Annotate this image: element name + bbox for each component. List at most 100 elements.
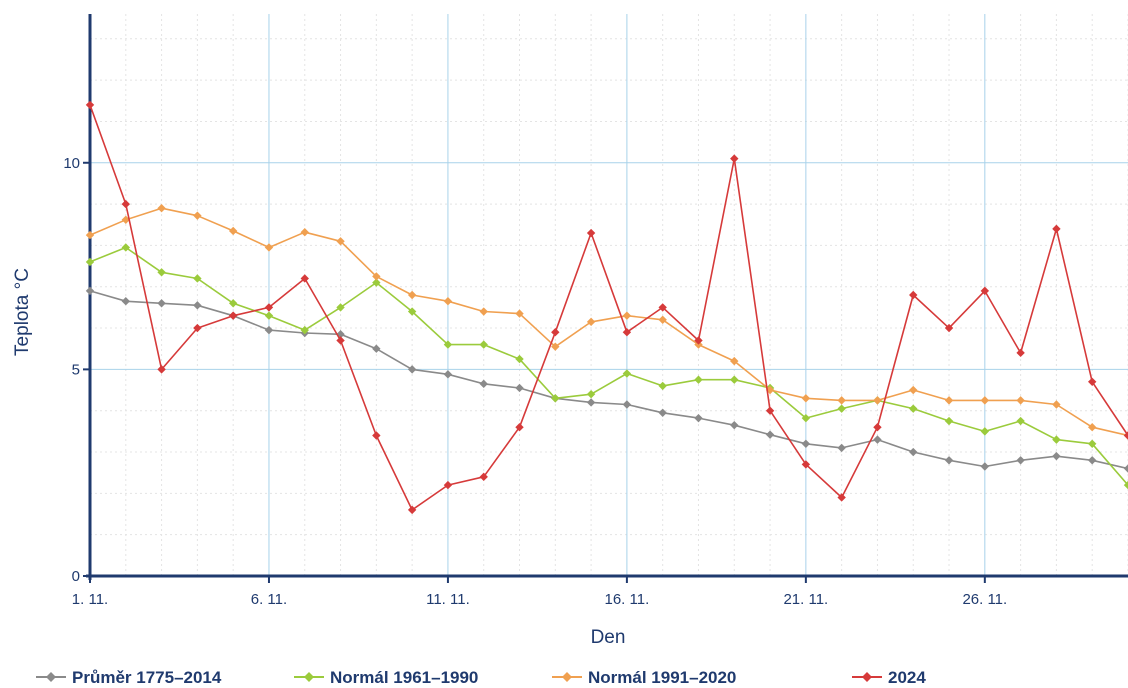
data-point xyxy=(730,356,739,366)
data-point xyxy=(479,340,488,349)
grid xyxy=(90,14,1128,576)
legend-marker xyxy=(46,672,56,682)
data-point xyxy=(85,286,95,296)
data-point xyxy=(658,303,667,312)
legend-item: Průměr 1775–2014 xyxy=(36,668,222,687)
data-point xyxy=(551,394,560,403)
data-point xyxy=(1016,348,1025,358)
data-point xyxy=(837,493,846,502)
data-point xyxy=(264,311,274,320)
data-point xyxy=(193,323,202,333)
data-point xyxy=(765,430,775,439)
data-point xyxy=(1088,423,1097,432)
data-point xyxy=(1016,456,1025,465)
data-point xyxy=(407,365,417,374)
data-point xyxy=(264,243,274,252)
data-point xyxy=(121,243,130,252)
data-point xyxy=(1016,416,1025,426)
data-point xyxy=(586,389,596,399)
data-point xyxy=(372,431,381,440)
data-point xyxy=(586,398,596,407)
data-point xyxy=(157,299,166,308)
data-point xyxy=(1123,480,1128,490)
y-tick-label: 5 xyxy=(72,361,80,378)
data-point xyxy=(980,396,990,405)
data-point xyxy=(873,423,882,432)
data-point xyxy=(1123,464,1128,473)
axes: 0 5 10 1. 11. 6. 11. 11. 11. 16. 11. 21. 11. 26.… xyxy=(63,14,1128,608)
data-point xyxy=(372,272,381,281)
data-point xyxy=(1088,377,1097,386)
data-point xyxy=(837,443,846,453)
data-point xyxy=(551,342,560,351)
series-3 xyxy=(85,204,1128,440)
data-point xyxy=(515,354,524,364)
series-line xyxy=(89,207,1128,437)
data-point xyxy=(193,301,202,310)
data-point xyxy=(479,307,488,316)
series-1 xyxy=(85,286,1128,473)
data-point xyxy=(1016,396,1025,405)
data-point xyxy=(228,311,238,320)
data-point xyxy=(694,375,703,384)
data-point xyxy=(515,383,524,393)
y-tick-label: 0 xyxy=(72,568,80,585)
data-point xyxy=(1088,456,1097,465)
x-tick-label: 6. 11. xyxy=(251,591,287,608)
data-point xyxy=(944,416,954,426)
legend-label: Normál 1961–1990 xyxy=(330,668,478,687)
data-point xyxy=(658,315,667,324)
data-point xyxy=(551,327,560,337)
data-point xyxy=(944,396,954,405)
data-point xyxy=(443,296,453,306)
data-point xyxy=(264,325,274,335)
data-point xyxy=(801,460,811,469)
x-tick-label: 1. 11. xyxy=(72,591,108,608)
data-point xyxy=(622,369,632,378)
data-point xyxy=(730,375,739,384)
data-point xyxy=(407,307,417,316)
legend: Průměr 1775–2014 Normál 1961–1990 Normál 1… xyxy=(36,668,926,687)
data-point xyxy=(801,394,811,403)
data-point xyxy=(622,311,632,320)
data-point xyxy=(121,215,130,224)
data-point xyxy=(228,299,238,308)
data-point xyxy=(85,230,95,240)
data-point xyxy=(1088,439,1097,448)
legend-marker xyxy=(862,672,872,682)
data-point xyxy=(586,317,596,327)
data-point xyxy=(300,325,309,335)
data-point xyxy=(909,404,918,413)
y-axis-title: Teplota °C xyxy=(12,268,33,356)
data-point xyxy=(372,278,381,287)
data-point xyxy=(837,404,846,413)
data-point xyxy=(586,228,596,238)
data-point xyxy=(515,423,524,432)
data-point xyxy=(121,296,130,306)
data-point xyxy=(944,456,954,465)
data-point xyxy=(479,472,488,482)
data-point xyxy=(980,462,990,471)
y-tick-label: 10 xyxy=(63,155,80,172)
data-point xyxy=(300,274,309,283)
series-line xyxy=(89,104,1128,511)
data-point xyxy=(443,340,453,349)
data-point xyxy=(193,211,202,220)
data-point xyxy=(157,268,166,277)
data-point xyxy=(336,336,345,345)
legend-item: Normál 1961–1990 xyxy=(294,668,478,687)
data-point xyxy=(909,290,918,300)
data-point xyxy=(515,309,524,318)
data-point xyxy=(407,505,417,515)
data-point xyxy=(622,400,632,409)
data-point xyxy=(121,199,130,209)
legend-item: Normál 1991–2020 xyxy=(552,668,736,687)
x-tick-label: 26. 11. xyxy=(962,591,1007,608)
data-point xyxy=(873,435,882,444)
data-point xyxy=(1052,224,1061,234)
data-point xyxy=(1052,400,1061,409)
legend-marker xyxy=(562,672,572,682)
data-point xyxy=(980,427,990,436)
